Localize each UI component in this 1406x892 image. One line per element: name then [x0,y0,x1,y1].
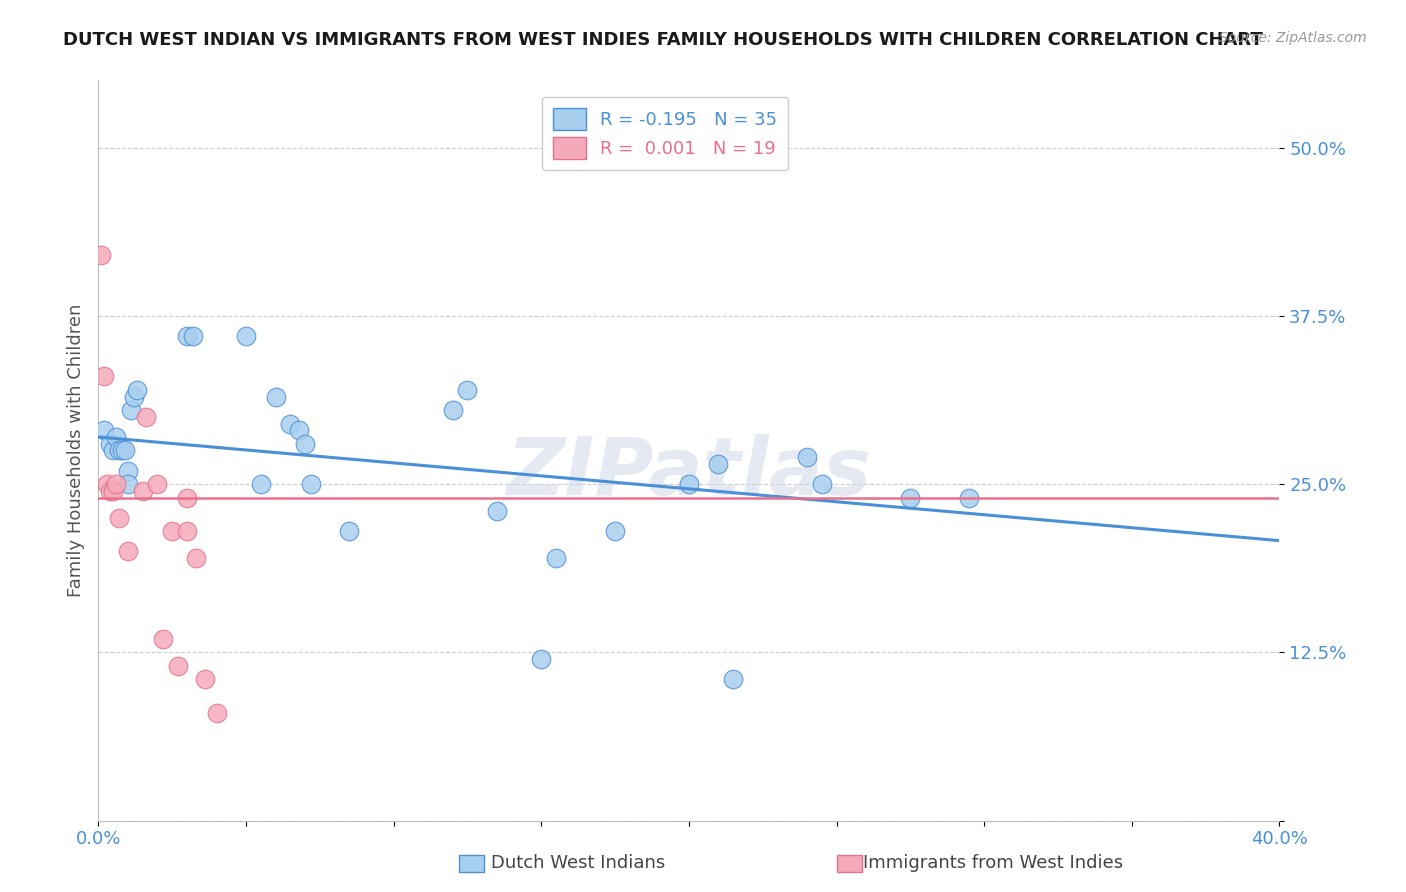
Point [117,464,139,478]
Legend: R = -0.195   N = 35, R =  0.001   N = 19: R = -0.195 N = 35, R = 0.001 N = 19 [543,96,789,169]
Point [678,477,700,491]
Point [135,409,157,424]
Point [959,491,981,505]
Point [900,491,922,505]
Point [96,477,118,491]
Point [288,423,311,437]
Point [125,383,148,397]
Point [546,551,568,566]
Point [117,544,139,558]
Point [486,504,509,518]
Point [167,658,190,673]
Point [98,436,121,450]
Point [120,403,142,417]
Point [122,390,145,404]
Text: Immigrants from West Indies: Immigrants from West Indies [863,855,1123,872]
Point [250,477,273,491]
Point [441,403,464,417]
Text: Source: ZipAtlas.com: Source: ZipAtlas.com [1219,31,1367,45]
Point [108,510,131,524]
Point [176,524,198,539]
Point [103,483,125,498]
Point [103,443,125,458]
Point [176,329,198,343]
Point [114,443,136,458]
Point [796,450,818,465]
Point [132,483,155,498]
Point [299,477,322,491]
Point [810,477,832,491]
Point [194,673,217,687]
Point [93,423,115,437]
Point [235,329,257,343]
Point [111,443,134,458]
Point [634,147,657,161]
Point [280,417,302,431]
Point [723,673,745,687]
Point [457,383,479,397]
Text: DUTCH WEST INDIAN VS IMMIGRANTS FROM WEST INDIES FAMILY HOUSEHOLDS WITH CHILDREN: DUTCH WEST INDIAN VS IMMIGRANTS FROM WES… [63,31,1263,49]
Point [707,457,730,471]
Point [605,524,627,539]
Point [181,329,204,343]
Point [98,483,121,498]
Point [146,477,169,491]
Point [90,248,112,262]
Y-axis label: Family Households with Children: Family Households with Children [66,304,84,597]
Point [184,551,207,566]
Point [339,524,361,539]
Point [176,491,198,505]
Point [530,652,553,666]
Text: Dutch West Indians: Dutch West Indians [491,855,665,872]
Point [264,390,287,404]
Point [205,706,228,720]
Point [105,477,128,491]
Text: ZIPatlas: ZIPatlas [506,434,872,512]
Point [162,524,183,539]
Point [152,632,174,646]
Point [294,436,316,450]
Point [105,430,128,444]
Point [117,477,139,491]
Point [108,443,131,458]
Point [93,369,115,384]
